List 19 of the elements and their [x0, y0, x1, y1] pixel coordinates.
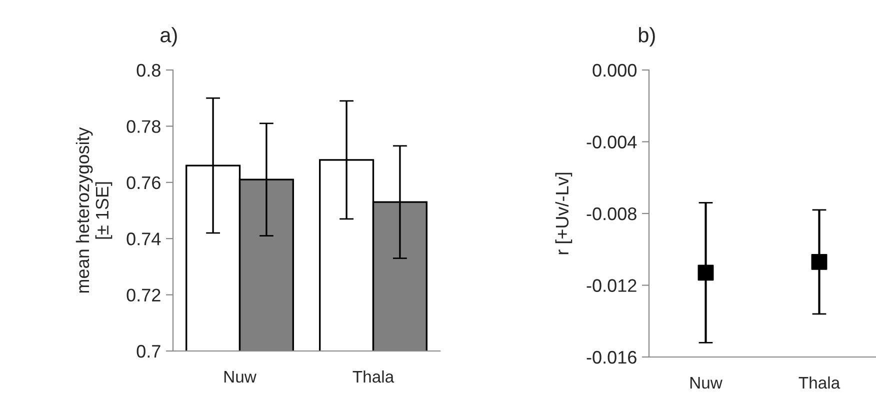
x-tick-label: Thala — [798, 376, 840, 389]
y-axis-title: r [+Uv/-Lv] — [555, 172, 572, 254]
y-tick-label: 0.000 — [592, 64, 636, 77]
y-tick-label: -0.008 — [586, 207, 636, 220]
x-tick-label: Nuw — [224, 371, 256, 383]
y-tick-label: -0.012 — [586, 279, 636, 292]
y-tick-label: -0.004 — [586, 136, 637, 148]
y-tick-label: 0.78 — [126, 120, 160, 133]
x-tick-label: Nuw — [690, 377, 722, 389]
y-axis-title: mean heterozygosity [± 1SE] — [76, 127, 112, 293]
y-tick-label: 0.76 — [126, 176, 160, 190]
y-tick-label: 0.74 — [126, 232, 161, 246]
y-tick-label: 0.8 — [136, 64, 160, 77]
x-tick-label: Thala — [352, 370, 394, 383]
y-tick-label: 0.7 — [136, 344, 160, 358]
chart-title: a) — [160, 27, 177, 47]
y-tick-label: -0.016 — [586, 350, 636, 364]
y-tick-label: 0.72 — [126, 288, 160, 302]
chart-title: b) — [638, 27, 655, 47]
